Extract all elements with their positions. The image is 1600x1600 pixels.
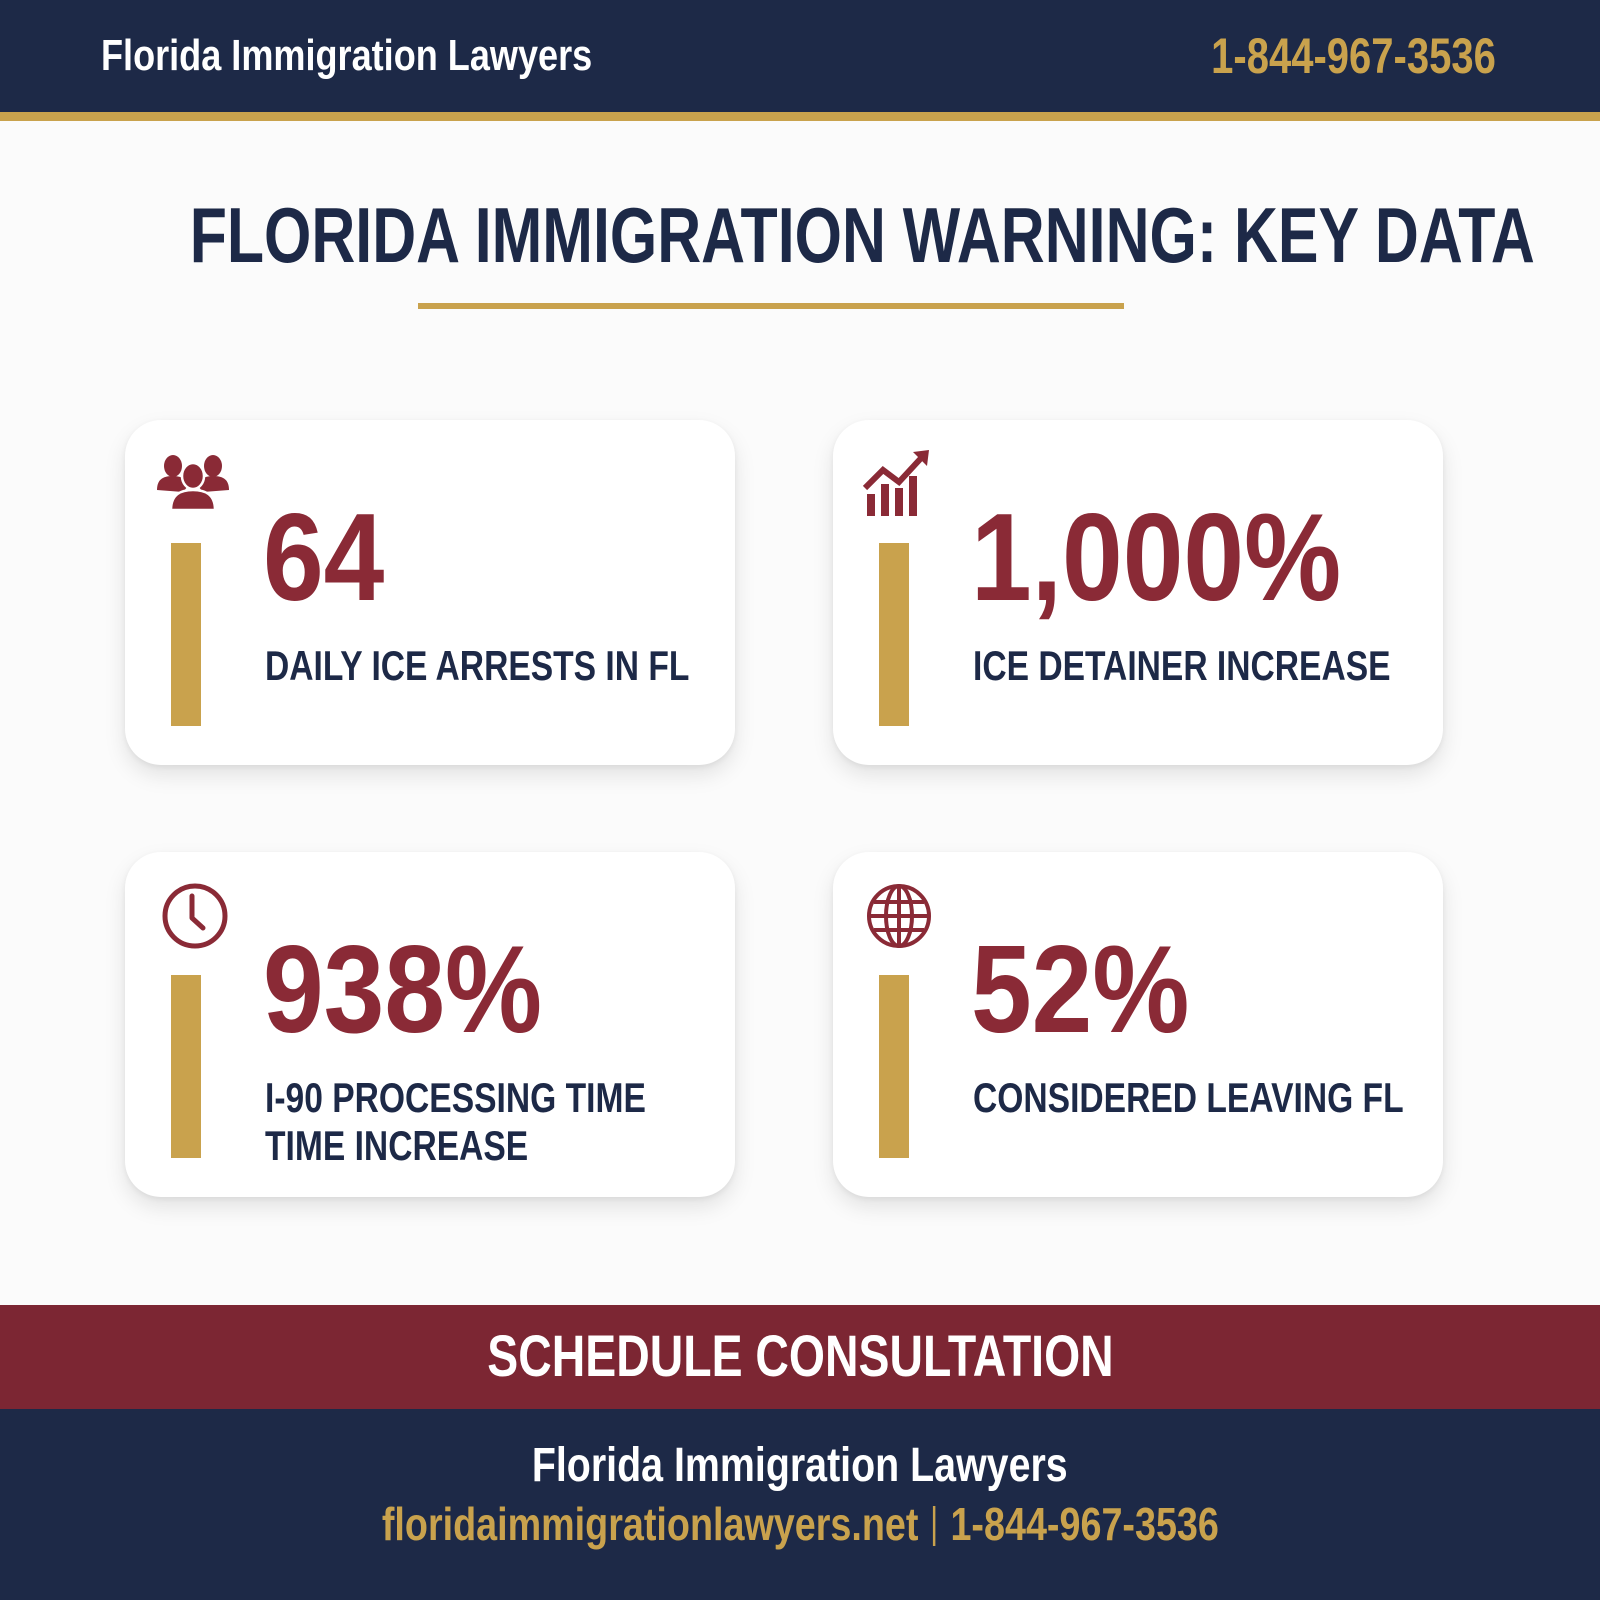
stat-card-detainer-increase: 1,000% ICE DETAINER INCREASE bbox=[833, 420, 1443, 765]
footer-separator bbox=[932, 1506, 936, 1546]
stat-value: 64 bbox=[263, 489, 385, 627]
page-title: FLORIDA IMMIGRATION WARNING: KEY DATA bbox=[189, 191, 1535, 279]
clock-icon bbox=[153, 880, 233, 950]
footer-brand-name: Florida Immigration Lawyers bbox=[532, 1439, 1068, 1492]
stat-card-considered-leaving: 52% CONSIDERED LEAVING FL bbox=[833, 852, 1443, 1197]
chart-growth-icon bbox=[861, 448, 941, 518]
stat-card-daily-arrests: 64 DAILY ICE ARRESTS IN FL bbox=[125, 420, 735, 765]
gold-accent-stripe bbox=[0, 112, 1600, 121]
stat-value: 938% bbox=[263, 921, 543, 1059]
gold-accent-bar bbox=[879, 543, 909, 726]
stat-label: I-90 PROCESSING TIME TIME INCREASE bbox=[265, 1074, 646, 1170]
brand-name: Florida Immigration Lawyers bbox=[101, 31, 593, 80]
title-divider bbox=[418, 303, 1124, 309]
header-phone-link[interactable]: 1-844-967-3536 bbox=[1211, 28, 1496, 84]
stat-label-line: ICE DETAINER INCREASE bbox=[973, 642, 1391, 689]
stat-label: DAILY ICE ARRESTS IN FL bbox=[265, 642, 689, 690]
stat-value: 52% bbox=[971, 921, 1190, 1059]
gold-accent-bar bbox=[879, 975, 909, 1158]
stat-value: 1,000% bbox=[971, 489, 1342, 627]
stat-label: CONSIDERED LEAVING FL bbox=[973, 1074, 1404, 1122]
footer: Florida Immigration Lawyers floridaimmig… bbox=[0, 1409, 1600, 1600]
cta-label: SCHEDULE CONSULTATION bbox=[486, 1324, 1114, 1389]
globe-icon bbox=[861, 880, 941, 950]
stat-label-line: TIME INCREASE bbox=[265, 1122, 529, 1169]
footer-contact: floridaimmigrationlawyers.net 1-844-967-3… bbox=[0, 1495, 1600, 1553]
title-container: FLORIDA IMMIGRATION WARNING: KEY DATA bbox=[0, 192, 1600, 278]
group-people-icon bbox=[153, 448, 233, 518]
stat-label: ICE DETAINER INCREASE bbox=[973, 642, 1391, 690]
gold-accent-bar bbox=[171, 975, 201, 1158]
footer-website-link[interactable]: floridaimmigrationlawyers.net bbox=[381, 1498, 919, 1550]
footer-brand-container: Florida Immigration Lawyers bbox=[0, 1437, 1600, 1495]
top-header-bar: Florida Immigration Lawyers 1-844-967-35… bbox=[0, 0, 1600, 112]
stat-label-line: I-90 PROCESSING TIME bbox=[265, 1074, 646, 1121]
gold-accent-bar bbox=[171, 543, 201, 726]
footer-phone-link[interactable]: 1-844-967-3536 bbox=[950, 1498, 1219, 1550]
schedule-consultation-button[interactable]: SCHEDULE CONSULTATION bbox=[0, 1305, 1600, 1409]
stat-card-i90-processing: 938% I-90 PROCESSING TIME TIME INCREASE bbox=[125, 852, 735, 1197]
stat-label-line: DAILY ICE ARRESTS IN FL bbox=[265, 642, 690, 689]
stat-label-line: CONSIDERED LEAVING FL bbox=[973, 1074, 1404, 1121]
